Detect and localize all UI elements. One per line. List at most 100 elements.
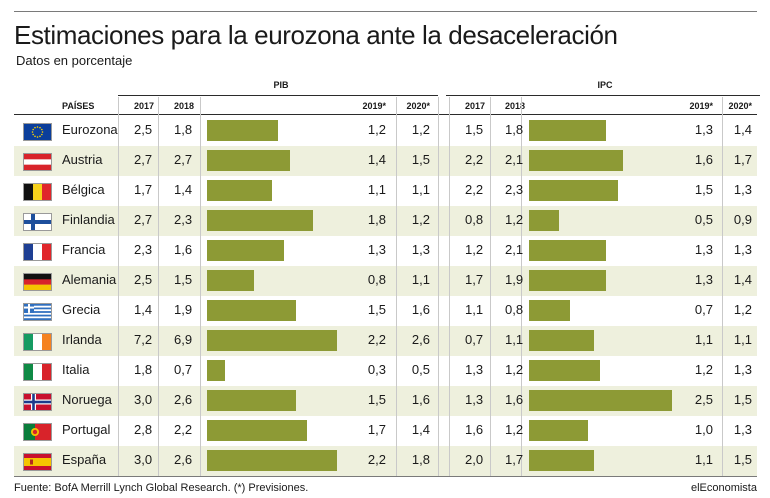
ipc-2019-bar — [529, 360, 600, 381]
ipc-2018-value: 1,9 — [505, 272, 524, 287]
pib-2017-value: 3,0 — [134, 392, 153, 407]
ipc-2017-value: 0,8 — [465, 212, 484, 227]
ipc-2019-value: 1,2 — [694, 362, 713, 377]
norway-flag-icon — [23, 393, 52, 411]
header-rule — [14, 114, 757, 115]
row-shade — [14, 446, 757, 476]
pib-2017-value: 1,4 — [134, 302, 153, 317]
greece-flag-icon — [23, 303, 52, 321]
pib-2020-value: 1,4 — [411, 422, 430, 437]
pib-2017-value: 2,5 — [134, 272, 153, 287]
country-name: Irlanda — [62, 332, 102, 347]
column-header-2017: 2017 — [464, 101, 486, 111]
pib-2017-value: 2,3 — [134, 242, 153, 257]
pib-2019-value: 1,2 — [367, 122, 386, 137]
brand-logo-text: elEconomista — [690, 482, 757, 494]
ipc-2017-value: 1,3 — [465, 362, 484, 377]
pib-2019-bar — [207, 210, 314, 231]
finland-flag-icon — [23, 213, 52, 231]
pib-2019-value: 1,5 — [367, 302, 386, 317]
ipc-2019-value: 1,1 — [694, 452, 713, 467]
pib-2019-bar — [207, 270, 255, 291]
top-rule — [14, 11, 757, 12]
ipc-2017-value: 2,0 — [465, 452, 484, 467]
column-header-2019: 2019* — [689, 101, 713, 111]
pib-2020-value: 1,6 — [411, 392, 430, 407]
ipc-2019-value: 1,0 — [694, 422, 713, 437]
ipc-2018-value: 1,7 — [505, 452, 524, 467]
ipc-2017-value: 1,7 — [465, 272, 484, 287]
ipc-2019-bar — [529, 120, 606, 141]
pib-2019-value: 1,8 — [367, 212, 386, 227]
pib-2018-value: 1,8 — [174, 122, 193, 137]
pib-2017-value: 2,7 — [134, 212, 153, 227]
ipc-2020-value: 1,5 — [733, 452, 752, 467]
column-separator — [521, 97, 522, 476]
row-shade — [14, 206, 757, 236]
ipc-2017-value: 1,3 — [465, 392, 484, 407]
ipc-2019-value: 1,3 — [694, 242, 713, 257]
ipc-2019-bar — [529, 210, 559, 231]
ipc-2019-value: 1,1 — [694, 332, 713, 347]
pib-2019-bar — [207, 180, 272, 201]
pib-2017-value: 2,5 — [134, 122, 153, 137]
ipc-2018-value: 1,2 — [505, 362, 524, 377]
france-flag-icon — [23, 243, 52, 261]
ipc-2018-value: 2,1 — [505, 152, 524, 167]
ipc-2017-value: 1,1 — [465, 302, 484, 317]
ipc-2019-bar — [529, 180, 618, 201]
column-separator — [200, 97, 201, 476]
ipc-2017-value: 2,2 — [465, 182, 484, 197]
pib-2020-value: 1,8 — [411, 452, 430, 467]
column-separator — [490, 97, 491, 476]
ipc-2019-value: 1,3 — [694, 272, 713, 287]
column-header-paises: PAÍSES — [62, 101, 95, 111]
column-header-2018: 2018 — [173, 101, 195, 111]
ipc-2018-value: 1,2 — [505, 422, 524, 437]
ipc-2020-value: 1,3 — [733, 182, 752, 197]
row-shade — [14, 146, 757, 176]
row-shade — [14, 326, 757, 356]
ireland-flag-icon — [23, 333, 52, 351]
pib-2018-value: 2,7 — [174, 152, 193, 167]
ipc-group-rule — [446, 95, 760, 96]
ipc-2019-bar — [529, 420, 588, 441]
ipc-2020-value: 1,4 — [733, 272, 752, 287]
pib-2019-value: 2,2 — [367, 452, 386, 467]
ipc-2020-value: 0,9 — [733, 212, 752, 227]
ipc-2019-bar — [529, 450, 594, 471]
ipc-2019-bar — [529, 150, 624, 171]
source-note: Fuente: BofA Merrill Lynch Global Resear… — [14, 482, 309, 494]
pib-2019-value: 0,3 — [367, 362, 386, 377]
pib-2018-value: 2,6 — [174, 392, 193, 407]
column-header-2020: 2020* — [406, 101, 430, 111]
group-header-ipc: IPC — [597, 80, 613, 90]
ipc-2019-value: 0,7 — [694, 302, 713, 317]
pib-2017-value: 7,2 — [134, 332, 153, 347]
belgium-flag-icon — [23, 183, 52, 201]
ipc-2019-value: 0,5 — [694, 212, 713, 227]
column-separator — [722, 97, 723, 476]
pib-2018-value: 0,7 — [174, 362, 193, 377]
pib-2020-value: 1,5 — [411, 152, 430, 167]
ipc-2017-value: 0,7 — [465, 332, 484, 347]
pib-2017-value: 3,0 — [134, 452, 153, 467]
column-header-2018: 2018 — [504, 101, 526, 111]
column-separator — [396, 97, 397, 476]
ipc-2017-value: 1,6 — [465, 422, 484, 437]
column-header-2017: 2017 — [133, 101, 155, 111]
ipc-2020-value: 1,4 — [733, 122, 752, 137]
pib-2019-value: 1,5 — [367, 392, 386, 407]
pib-2018-value: 2,3 — [174, 212, 193, 227]
pib-2019-bar — [207, 150, 290, 171]
column-header-2019: 2019* — [362, 101, 386, 111]
country-name: Eurozona — [62, 122, 118, 137]
column-header-2020: 2020* — [728, 101, 752, 111]
ipc-2017-value: 1,2 — [465, 242, 484, 257]
pib-2018-value: 1,4 — [174, 182, 193, 197]
pib-2020-value: 1,1 — [411, 182, 430, 197]
pib-2017-value: 2,7 — [134, 152, 153, 167]
ipc-2020-value: 1,7 — [733, 152, 752, 167]
pib-2019-bar — [207, 450, 337, 471]
column-separator — [158, 97, 159, 476]
